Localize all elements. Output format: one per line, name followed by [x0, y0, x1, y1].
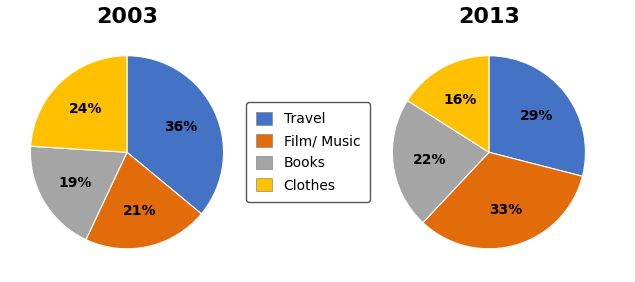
Wedge shape — [489, 56, 585, 176]
Wedge shape — [30, 146, 127, 240]
Text: 19%: 19% — [59, 176, 92, 190]
Wedge shape — [86, 152, 201, 249]
Legend: Travel, Film/ Music, Books, Clothes: Travel, Film/ Music, Books, Clothes — [246, 102, 370, 202]
Text: 29%: 29% — [519, 109, 553, 123]
Text: 16%: 16% — [443, 93, 477, 107]
Wedge shape — [30, 56, 127, 152]
Text: 21%: 21% — [123, 204, 157, 218]
Wedge shape — [408, 56, 489, 152]
Text: 33%: 33% — [489, 203, 522, 217]
Text: 22%: 22% — [413, 153, 446, 167]
Title: 2013: 2013 — [458, 7, 520, 27]
Wedge shape — [423, 152, 582, 249]
Title: 2003: 2003 — [96, 7, 158, 27]
Wedge shape — [392, 101, 489, 223]
Wedge shape — [127, 56, 224, 214]
Text: 36%: 36% — [164, 120, 197, 134]
Text: 24%: 24% — [69, 102, 103, 116]
